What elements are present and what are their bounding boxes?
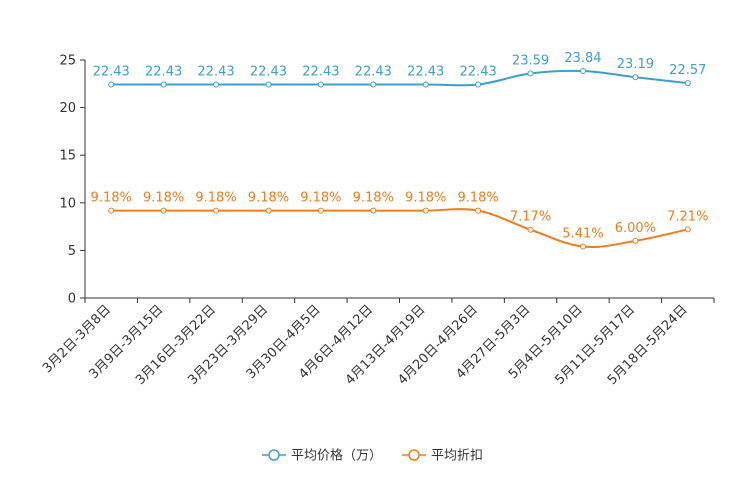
data-label: 9.18%	[353, 191, 394, 206]
data-point	[475, 207, 482, 214]
data-label: 9.18%	[91, 191, 132, 206]
data-label: 23.59	[512, 53, 549, 68]
y-tick-label: 10	[59, 196, 76, 211]
data-point	[317, 207, 324, 214]
data-label: 22.43	[145, 64, 182, 79]
data-point	[632, 74, 639, 81]
data-label: 7.17%	[510, 210, 551, 225]
data-label: 22.43	[302, 64, 339, 79]
legend-item-2[interactable]: 平均折扣	[402, 449, 483, 464]
series-line-2	[111, 208, 689, 248]
series-layer	[108, 68, 691, 250]
data-point	[213, 81, 220, 88]
series-line-1	[111, 69, 688, 87]
data-point	[265, 207, 272, 214]
legend[interactable]: 平均价格（万） 平均折扣	[262, 448, 483, 464]
data-label: 23.84	[564, 51, 601, 66]
axes-layer: 05101520253月2日-3月8日3月9日-3月15日3月16日-3月22日…	[40, 54, 715, 388]
data-label: 22.43	[93, 64, 130, 79]
data-label: 7.21%	[667, 209, 708, 224]
data-point	[684, 226, 691, 233]
data-point	[265, 81, 272, 88]
y-tick-label: 5	[68, 244, 76, 259]
data-point	[475, 81, 482, 88]
data-label: 9.18%	[195, 191, 236, 206]
data-label: 9.18%	[248, 191, 289, 206]
data-point	[160, 81, 167, 88]
data-labels-layer: 22.43 22.43 22.43 22.43 22.43 22.43 22.43 22.43…	[91, 51, 709, 241]
y-tick-label: 0	[68, 292, 76, 307]
data-point	[317, 81, 324, 88]
data-point	[108, 81, 115, 88]
data-label: 9.18%	[405, 191, 446, 206]
data-point	[527, 226, 534, 233]
legend-label: 平均价格（万）	[291, 448, 382, 464]
legend-label: 平均折扣	[431, 449, 483, 464]
data-point	[527, 70, 534, 77]
data-label: 9.18%	[457, 191, 498, 206]
data-label: 6.00%	[615, 221, 656, 236]
y-tick-label: 25	[59, 54, 76, 69]
data-label: 9.18%	[300, 191, 341, 206]
data-label: 23.19	[617, 57, 654, 72]
data-label: 22.43	[460, 64, 497, 79]
data-point	[422, 81, 429, 88]
data-label: 22.43	[355, 64, 392, 79]
data-label: 22.57	[669, 63, 706, 78]
data-point	[632, 237, 639, 244]
data-point	[684, 80, 691, 87]
data-point	[108, 207, 115, 214]
legend-marker-icon	[268, 449, 280, 461]
data-point	[422, 207, 429, 214]
legend-marker-icon	[408, 449, 420, 461]
data-label: 22.43	[407, 64, 444, 79]
data-label: 22.43	[250, 64, 287, 79]
data-point	[160, 207, 167, 214]
data-label: 5.41%	[562, 226, 603, 241]
legend-item-1[interactable]: 平均价格（万）	[262, 448, 382, 464]
data-label: 22.43	[197, 64, 234, 79]
data-point	[579, 243, 586, 250]
data-point	[579, 68, 586, 75]
y-tick-label: 15	[59, 149, 76, 164]
data-point	[213, 207, 220, 214]
y-tick-label: 20	[59, 101, 76, 116]
data-label: 9.18%	[143, 191, 184, 206]
data-point	[370, 81, 377, 88]
data-point	[370, 207, 377, 214]
